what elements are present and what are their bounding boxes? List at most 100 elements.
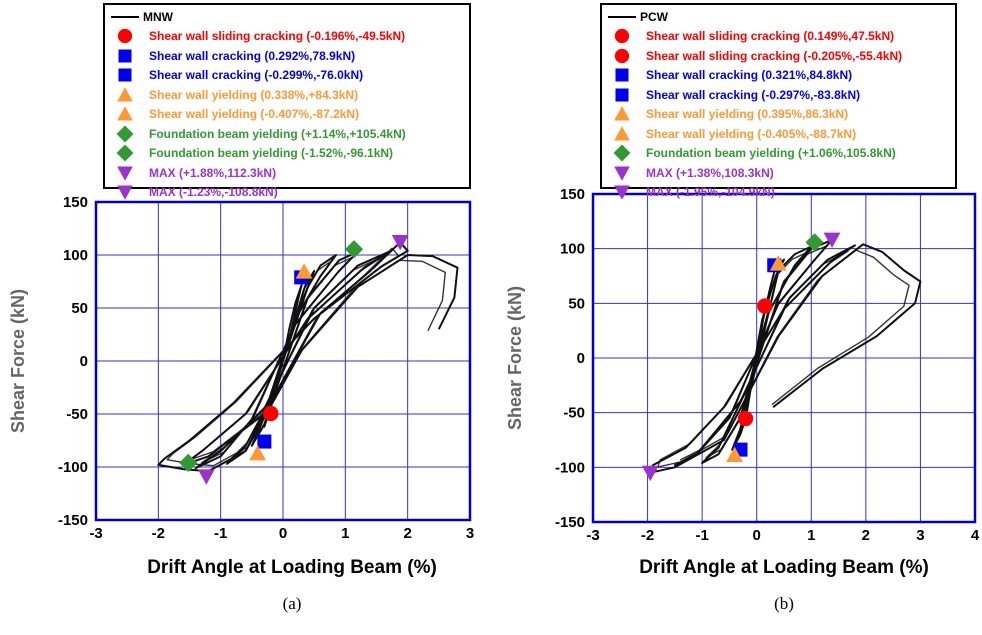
- legend-marker-max: [614, 166, 630, 181]
- legend-symbol: [111, 125, 139, 143]
- legend-symbol: [111, 8, 139, 26]
- y-tick-label: -150: [555, 514, 585, 531]
- legend-entry: Shear wall yielding (-0.405%,-88.7kN): [608, 124, 949, 144]
- legend-symbol: [111, 86, 139, 104]
- legend-symbol: [608, 164, 636, 182]
- legend-label: Shear wall cracking (0.321%,84.8kN): [646, 68, 853, 83]
- data-point-yielding: [249, 445, 267, 461]
- legend-symbol: [608, 144, 636, 162]
- y-tick-label: 150: [63, 194, 88, 211]
- legend-symbol: [608, 47, 636, 65]
- legend-symbol: [608, 105, 636, 123]
- y-tick-label: 50: [568, 295, 585, 312]
- data-point-sliding: [737, 410, 754, 427]
- y-axis-label: Shear Force (kN): [8, 289, 28, 433]
- legend-marker-max: [614, 185, 630, 201]
- legend-entry: Shear wall yielding (-0.407%,-87.2kN): [111, 105, 463, 125]
- y-tick-label: -150: [58, 512, 88, 529]
- y-tick-label: 50: [71, 300, 88, 317]
- y-tick-label: 150: [560, 186, 585, 203]
- legend-symbol: [608, 86, 636, 104]
- plot-frame: [591, 192, 977, 524]
- legend-label: Shear wall cracking (0.292%,78.9kN): [149, 48, 356, 63]
- legend-marker-cracking: [118, 68, 132, 82]
- legend-marker-yielding: [117, 86, 133, 102]
- data-point-max: [197, 469, 215, 485]
- y-tick-label: -50: [563, 405, 585, 422]
- y-tick-label: -50: [66, 406, 88, 423]
- hysteresis-curve-cycle: [657, 245, 910, 468]
- legend-marker-foundation: [116, 125, 134, 143]
- legend-label: Shear wall sliding cracking (-0.205%,-55…: [646, 48, 903, 63]
- legend-entry: Shear wall sliding cracking (-0.205%,-55…: [608, 46, 949, 66]
- legend-label: Shear wall sliding cracking (-0.196%,-49…: [149, 29, 406, 44]
- data-point-max: [823, 232, 841, 248]
- legend-label: Shear wall yielding (0.395%,86.3kN): [646, 107, 849, 122]
- data-point-yielding: [295, 263, 313, 279]
- legend-label: Shear wall cracking (-0.297%,-83.8kN): [646, 87, 861, 102]
- data-point-foundation: [805, 233, 824, 252]
- x-tick-label: 2: [862, 527, 870, 544]
- legend-entry: PCW: [608, 7, 949, 27]
- legend-entry: Shear wall yielding (0.395%,86.3kN): [608, 105, 949, 125]
- data-point-max: [641, 465, 659, 482]
- legend-marker-sliding: [614, 48, 630, 63]
- x-tick-label: -2: [152, 525, 165, 542]
- x-axis-label: Drift Angle at Loading Beam (%): [639, 557, 929, 578]
- legend-marker-sliding: [117, 29, 133, 44]
- legend-entry: Foundation beam yielding (+1.06%,105.8kN…: [608, 144, 949, 164]
- legend-panel-b: PCW Shear wall sliding cracking (0.149%,4…: [600, 3, 957, 201]
- x-tick-label: 3: [916, 527, 924, 544]
- legend-symbol: [111, 144, 139, 162]
- legend-symbol: [111, 27, 139, 45]
- legend-entry: Shear wall cracking (-0.297%,-83.8kN): [608, 85, 949, 105]
- x-tick-label: 1: [341, 525, 349, 542]
- legend-label: Shear wall yielding (-0.405%,-88.7kN): [646, 126, 857, 141]
- legend-symbol: [111, 183, 139, 201]
- y-tick-label: -100: [58, 459, 88, 476]
- legend-symbol: [111, 164, 139, 182]
- legend-marker-max: [117, 185, 133, 201]
- legend-label: MAX (-1.95%,-104.9kN): [646, 185, 775, 200]
- legend-label: Shear wall yielding (-0.407%,-87.2kN): [149, 107, 360, 122]
- data-point-yielding: [769, 255, 787, 271]
- legend-symbol: [608, 27, 636, 45]
- legend-label: MNW: [143, 9, 173, 24]
- x-tick-label: 2: [403, 525, 411, 542]
- legend-label: Foundation beam yielding (+1.14%,+105.4k…: [149, 126, 406, 141]
- x-axis-label: Drift Angle at Loading Beam (%): [147, 557, 437, 578]
- legend-marker-yielding: [614, 125, 630, 141]
- chart-panel-b: 150 100 50 0 -50 -100 -150-3 -2 -1 0 1 2 3 4 Drift Ang…: [505, 186, 980, 613]
- panel-label: (a): [283, 594, 302, 613]
- legend-marker-cracking: [615, 88, 629, 102]
- legend-symbol: [608, 183, 636, 201]
- x-tick-label: 3: [466, 525, 474, 542]
- x-tick-label: 1: [807, 527, 815, 544]
- legend-label: Shear wall yielding (0.338%,+84.3kN): [149, 87, 359, 102]
- legend-panel-a: MNW Shear wall sliding cracking (-0.196%,…: [103, 3, 471, 201]
- legend-symbol: [608, 8, 636, 26]
- legend-symbol: [111, 47, 139, 65]
- legend-marker-foundation: [613, 144, 631, 162]
- legend-label: MAX (-1.23%,-108.8kN): [149, 185, 278, 200]
- legend-symbol: [111, 105, 139, 123]
- legend-entry: MAX (-1.95%,-104.9kN): [608, 183, 949, 203]
- legend-entry: Shear wall sliding cracking (0.149%,47.5…: [608, 27, 949, 47]
- data-point-foundation: [344, 240, 364, 259]
- x-tick-label: 4: [971, 527, 980, 544]
- data-point-yielding: [726, 446, 744, 462]
- y-tick-label: -100: [555, 459, 585, 476]
- legend-entry: MAX (+1.88%,112.3kN): [111, 163, 463, 183]
- legend-entry: Foundation beam yielding (+1.14%,+105.4k…: [111, 124, 463, 144]
- data-point-sliding: [263, 405, 279, 422]
- legend-label: MAX (+1.88%,112.3kN): [149, 165, 277, 180]
- data-point-cracking: [257, 434, 272, 449]
- x-tick-label: -1: [695, 527, 708, 544]
- x-tick-label: 0: [279, 525, 287, 542]
- legend-marker-sliding: [614, 29, 630, 44]
- legend-entry: MAX (-1.23%,-108.8kN): [111, 183, 463, 203]
- y-tick-label: 0: [80, 353, 88, 370]
- legend-symbol: [111, 66, 139, 84]
